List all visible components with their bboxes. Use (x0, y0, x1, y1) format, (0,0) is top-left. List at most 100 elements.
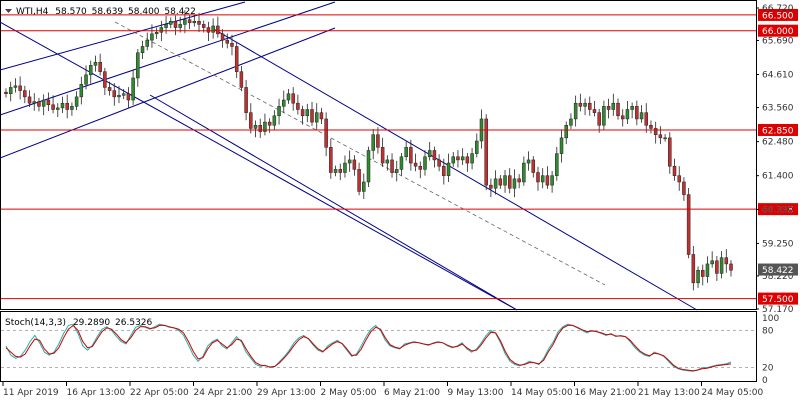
candle (686, 187, 691, 259)
price-tick-label: 64.610 (762, 71, 794, 81)
dropdown-triangle-icon[interactable] (5, 9, 12, 13)
channel-dashed-midline[interactable] (114, 21, 606, 286)
level-price-tag (758, 203, 798, 216)
candle (23, 85, 27, 104)
channel-lines (0, 1, 698, 311)
level-price-label: 62.850 (762, 126, 794, 136)
candle-body (197, 20, 201, 25)
candle (197, 12, 201, 32)
candle (286, 89, 291, 104)
channel-lower-up[interactable] (0, 27, 336, 159)
candle (371, 129, 375, 160)
candle-body (51, 104, 55, 110)
candle-body (465, 156, 470, 164)
candle (526, 151, 531, 171)
candle (376, 127, 380, 154)
candle-body (352, 159, 357, 170)
current-price-label: 58.422 (762, 266, 794, 276)
candle (724, 249, 729, 273)
candle-body (178, 24, 182, 28)
candle (253, 120, 258, 138)
time-tick-label: 24 Apr 21:00 (194, 388, 253, 398)
candle-body (136, 52, 140, 79)
level-price-label: 57.500 (762, 295, 794, 305)
candle-body (701, 269, 705, 277)
price-tick-label: 61.400 (762, 172, 794, 182)
candle-body (154, 32, 159, 35)
candle-body (192, 20, 197, 24)
candle (277, 98, 281, 125)
candle (117, 85, 121, 104)
channel-upper-up[interactable] (0, 1, 246, 71)
candle (432, 146, 437, 168)
candle-body (620, 115, 625, 120)
candle (597, 108, 601, 133)
candle-body (611, 102, 616, 110)
candle-body (691, 254, 696, 284)
price-tick-label: 58.220 (762, 272, 794, 282)
candle (272, 110, 277, 131)
candle (578, 93, 583, 112)
candle-body (460, 156, 465, 161)
candle (620, 109, 625, 127)
candle-body (187, 19, 192, 24)
level-price-tag (758, 292, 798, 305)
candle (385, 155, 390, 171)
candle-body (710, 260, 714, 265)
candle-body (8, 87, 13, 94)
candle-body (319, 112, 324, 120)
candle-body (145, 39, 149, 47)
candle (644, 103, 649, 133)
candle-body (583, 102, 587, 107)
candle-body (677, 175, 681, 183)
candle (362, 173, 366, 200)
candle-body (239, 71, 244, 88)
candle-body (314, 112, 319, 123)
candle-body (84, 74, 88, 85)
time-tick-label: 16 May 21:00 (575, 388, 637, 398)
candle (465, 152, 470, 172)
candle-body (545, 175, 550, 186)
candle (517, 174, 521, 189)
level-price-tag (758, 24, 798, 37)
candle-body (201, 24, 206, 28)
time-axis: 11 Apr 2019 16 Apr 13:00 22 Apr 05:00 24 Ap… (2, 382, 763, 398)
candle (103, 67, 107, 95)
candle (244, 79, 248, 121)
candle (409, 139, 413, 171)
stoch-tick-label: 20 (762, 364, 774, 374)
candle (37, 97, 41, 112)
candle (4, 88, 8, 98)
candle-body (409, 147, 413, 164)
open-value: 58.570 (55, 7, 87, 17)
candle (60, 96, 65, 113)
candle-body (427, 150, 432, 158)
candle (263, 113, 267, 136)
candle-body (329, 147, 333, 173)
candle-body (4, 91, 8, 94)
channel-mid-up[interactable] (0, 1, 336, 116)
candle (70, 102, 74, 116)
channel-upper-down[interactable] (211, 27, 698, 311)
candle-body (559, 137, 564, 154)
candle-body (442, 165, 446, 176)
candle-body (366, 150, 371, 183)
candle (503, 170, 507, 193)
time-tick-label: 2 May 05:00 (321, 388, 377, 398)
candle-body (371, 134, 375, 151)
candle (305, 103, 310, 123)
candle-body (507, 175, 512, 189)
candle (715, 256, 719, 281)
candle (531, 156, 536, 178)
close-value: 58.422 (164, 7, 196, 17)
channel-mid-down[interactable] (149, 94, 518, 311)
candle-body (588, 102, 592, 110)
candle (719, 251, 724, 279)
high-value: 58.639 (92, 7, 124, 17)
candle-body (686, 194, 691, 255)
candle (446, 153, 451, 182)
candle (93, 55, 98, 72)
candle (41, 94, 46, 116)
candle (470, 147, 474, 170)
candle-body (696, 269, 700, 284)
